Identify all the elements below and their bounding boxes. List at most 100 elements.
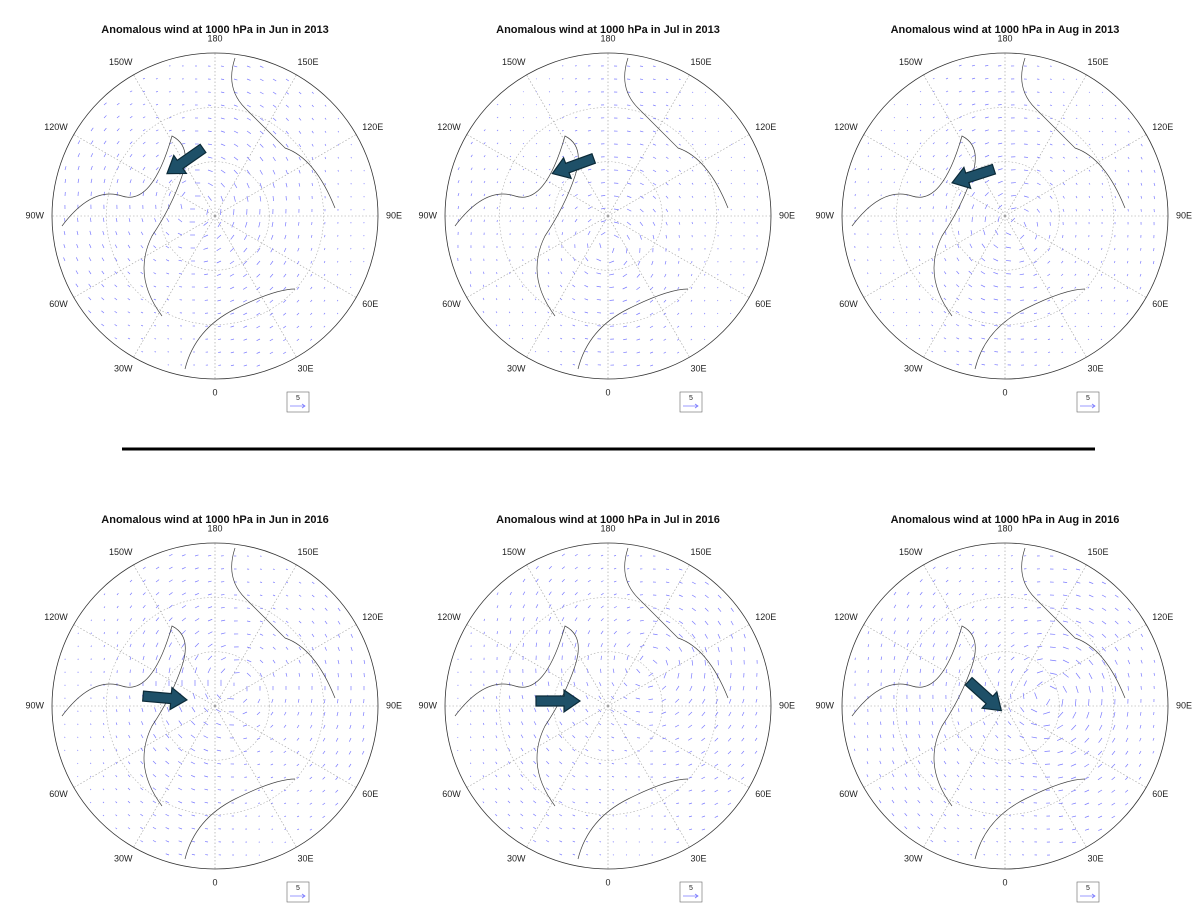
longitude-label: 120E xyxy=(1152,612,1173,622)
longitude-label: 30W xyxy=(507,854,526,864)
wind-vector xyxy=(731,170,732,171)
longitude-label: 150W xyxy=(109,57,133,67)
wind-vector xyxy=(718,196,719,197)
longitude-label: 150E xyxy=(1088,57,1109,67)
longitude-label: 150W xyxy=(899,57,923,67)
longitude-label: 60E xyxy=(362,789,378,799)
longitude-label: 90E xyxy=(779,210,795,220)
longitude-label: 120E xyxy=(755,612,776,622)
wind-vector xyxy=(90,737,91,738)
longitude-label: 30W xyxy=(114,854,133,864)
reference-vector-label: 5 xyxy=(1086,395,1090,402)
wind-vector xyxy=(536,130,537,131)
wind-vector xyxy=(91,633,92,634)
longitude-label: 60W xyxy=(442,789,461,799)
longitude-label: 60W xyxy=(49,299,68,309)
longitude-label: 60W xyxy=(442,299,461,309)
reference-vector-label: 5 xyxy=(296,885,300,892)
wind-vector xyxy=(855,181,856,183)
reference-vector-label: 5 xyxy=(689,395,693,402)
wind-vector xyxy=(893,286,894,287)
wind-vector xyxy=(205,841,208,842)
wind-vector xyxy=(731,118,732,119)
longitude-label: 180 xyxy=(600,33,615,43)
wind-vector xyxy=(1063,92,1064,93)
wind-vector xyxy=(1075,352,1076,353)
longitude-label: 150E xyxy=(298,547,319,557)
longitude-label: 60W xyxy=(839,789,858,799)
wind-vector xyxy=(718,118,719,119)
longitude-label: 120W xyxy=(437,612,461,622)
wind-vector xyxy=(730,313,731,314)
longitude-label: 90E xyxy=(1176,210,1192,220)
longitude-label: 0 xyxy=(1002,387,1007,397)
longitude-label: 150E xyxy=(1088,547,1109,557)
longitude-label: 150W xyxy=(109,547,133,557)
reference-vector-label: 5 xyxy=(296,395,300,402)
longitude-label: 150E xyxy=(691,57,712,67)
wind-vector xyxy=(880,286,881,287)
longitude-label: 0 xyxy=(605,387,610,397)
longitude-label: 180 xyxy=(997,33,1012,43)
longitude-label: 120E xyxy=(755,122,776,132)
longitude-label: 150E xyxy=(298,57,319,67)
longitude-label: 60E xyxy=(362,299,378,309)
longitude-label: 180 xyxy=(997,523,1012,533)
wind-vector xyxy=(218,352,221,353)
wind-vector xyxy=(718,144,719,145)
wind-vector xyxy=(156,78,158,79)
longitude-label: 30W xyxy=(904,364,923,374)
wind-vector xyxy=(894,104,895,105)
longitude-label: 180 xyxy=(207,33,222,43)
longitude-label: 60W xyxy=(49,789,68,799)
wind-vector xyxy=(350,287,351,288)
longitude-label: 0 xyxy=(605,877,610,887)
longitude-label: 150W xyxy=(502,57,526,67)
longitude-label: 90E xyxy=(386,210,402,220)
wind-vector xyxy=(182,130,185,131)
reference-vector-label: 5 xyxy=(1086,885,1090,892)
wind-vector xyxy=(338,157,339,159)
wind-vector xyxy=(522,272,523,274)
wind-vector xyxy=(894,117,895,118)
wind-vector xyxy=(731,144,732,145)
background xyxy=(0,0,1204,924)
longitude-label: 120W xyxy=(44,612,68,622)
longitude-label: 60E xyxy=(755,299,771,309)
longitude-label: 180 xyxy=(207,523,222,533)
longitude-label: 90W xyxy=(815,210,834,220)
wind-vector xyxy=(77,776,78,777)
longitude-label: 30W xyxy=(114,364,133,374)
longitude-label: 90W xyxy=(815,700,834,710)
wind-vector xyxy=(731,157,732,158)
wind-vector xyxy=(705,105,706,106)
longitude-label: 30E xyxy=(691,364,707,374)
wind-vector xyxy=(470,723,471,725)
longitude-label: 30E xyxy=(1088,854,1104,864)
longitude-label: 60E xyxy=(1152,299,1168,309)
longitude-label: 120W xyxy=(834,122,858,132)
wind-vector xyxy=(705,118,706,119)
longitude-label: 30E xyxy=(298,364,314,374)
longitude-label: 120E xyxy=(362,122,383,132)
wind-vector xyxy=(718,131,719,132)
longitude-label: 150E xyxy=(691,547,712,557)
longitude-label: 90W xyxy=(418,210,437,220)
longitude-label: 150W xyxy=(899,547,923,557)
longitude-label: 60W xyxy=(839,299,858,309)
reference-vector-label: 5 xyxy=(689,885,693,892)
wind-vector xyxy=(731,183,732,184)
longitude-label: 90E xyxy=(779,700,795,710)
wind-vector xyxy=(523,117,524,118)
longitude-label: 90W xyxy=(25,210,44,220)
wind-vector xyxy=(77,763,78,764)
figure: Anomalous wind at 1000 hPa in Jun in 201… xyxy=(0,0,1204,924)
longitude-label: 120W xyxy=(834,612,858,622)
longitude-label: 90W xyxy=(25,700,44,710)
longitude-label: 120E xyxy=(1152,122,1173,132)
longitude-label: 30W xyxy=(904,854,923,864)
longitude-label: 0 xyxy=(212,877,217,887)
longitude-label: 90E xyxy=(1176,700,1192,710)
longitude-label: 180 xyxy=(600,523,615,533)
longitude-label: 30E xyxy=(298,854,314,864)
